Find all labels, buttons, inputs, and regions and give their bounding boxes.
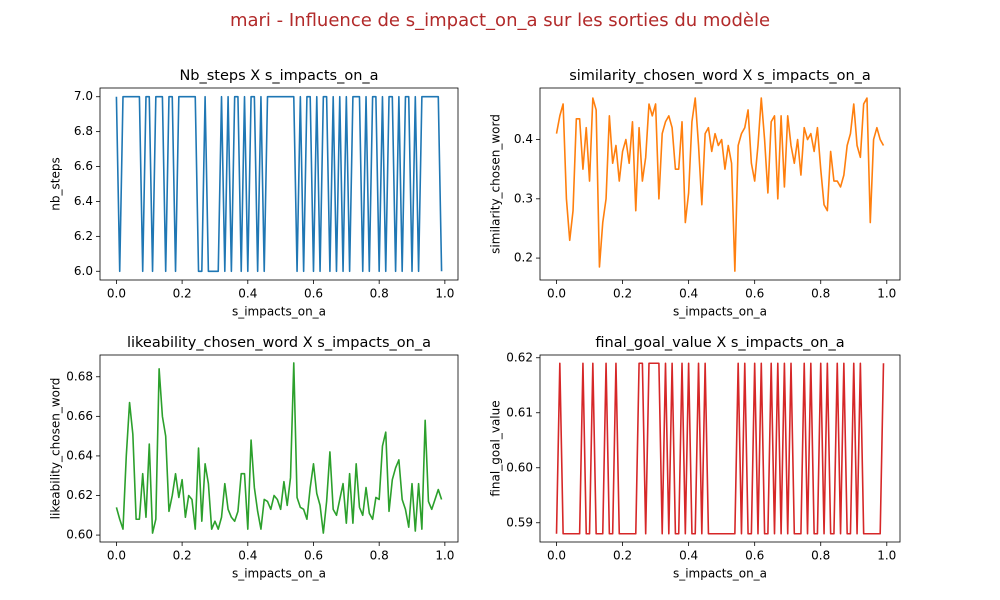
x-tick-label: 0.0 — [107, 287, 126, 301]
axes-frame — [99, 354, 459, 543]
y-tick-label: 6.0 — [74, 264, 93, 278]
x-tick-label: 0.8 — [811, 549, 830, 563]
data-line — [115, 95, 443, 273]
x-tick-label: 0.4 — [679, 287, 698, 301]
y-tick-label: 7.0 — [74, 89, 93, 103]
x-tick-label: 0.4 — [238, 287, 257, 301]
x-tick-label: 0.0 — [547, 549, 566, 563]
data-line — [115, 362, 443, 534]
x-tick-label: 0.4 — [679, 549, 698, 563]
y-axis-label: nb_steps — [49, 157, 63, 210]
y-tick-label: 0.66 — [66, 409, 93, 423]
x-axis-label: s_impacts_on_a — [232, 305, 326, 319]
y-tick-label: 0.62 — [506, 350, 533, 364]
y-tick-label: 0.4 — [514, 132, 533, 146]
x-tick-label: 0.6 — [745, 287, 764, 301]
y-tick-label: 0.3 — [514, 191, 533, 205]
y-tick-label: 6.6 — [74, 159, 93, 173]
subplot-title: final_goal_value X s_impacts_on_a — [595, 335, 844, 351]
x-tick-label: 0.6 — [304, 549, 323, 563]
y-tick-label: 6.8 — [74, 124, 93, 138]
x-tick-label: 1.0 — [435, 287, 454, 301]
y-tick-label: 6.4 — [74, 194, 93, 208]
x-tick-label: 0.0 — [107, 549, 126, 563]
x-tick-label: 0.8 — [370, 549, 389, 563]
y-tick-label: 0.60 — [506, 460, 533, 474]
data-line — [555, 97, 885, 272]
x-tick-label: 1.0 — [877, 549, 896, 563]
x-tick-label: 0.0 — [547, 287, 566, 301]
x-tick-label: 1.0 — [435, 549, 454, 563]
y-tick-label: 0.62 — [66, 488, 93, 502]
axes-frame — [539, 87, 901, 281]
subplot-title: likeability_chosen_word X s_impacts_on_a — [127, 335, 431, 351]
x-tick-label: 0.8 — [811, 287, 830, 301]
axes-frame — [539, 354, 901, 543]
x-tick-label: 0.2 — [173, 549, 192, 563]
y-tick-label: 0.61 — [506, 405, 533, 419]
y-axis-label: likeability_chosen_word — [49, 378, 63, 520]
subplot-title: similarity_chosen_word X s_impacts_on_a — [569, 68, 871, 84]
data-line — [555, 362, 885, 535]
x-axis-label: s_impacts_on_a — [232, 567, 326, 581]
x-tick-label: 0.4 — [238, 549, 257, 563]
y-tick-label: 0.59 — [506, 515, 533, 529]
subplot-title: Nb_steps X s_impacts_on_a — [179, 68, 378, 84]
y-axis-label: final_goal_value — [489, 400, 503, 496]
x-tick-label: 0.2 — [613, 549, 632, 563]
y-tick-label: 0.64 — [66, 448, 93, 462]
x-tick-label: 0.6 — [304, 287, 323, 301]
y-tick-label: 6.2 — [74, 229, 93, 243]
axes-frame — [99, 87, 459, 281]
x-tick-label: 0.2 — [173, 287, 192, 301]
x-tick-label: 0.2 — [613, 287, 632, 301]
x-axis-label: s_impacts_on_a — [673, 567, 767, 581]
x-tick-label: 0.8 — [370, 287, 389, 301]
y-tick-label: 0.60 — [66, 528, 93, 542]
y-tick-label: 0.2 — [514, 251, 533, 265]
x-tick-label: 0.6 — [745, 549, 764, 563]
figure-title: mari - Influence de s_impact_on_a sur le… — [230, 10, 770, 31]
x-axis-label: s_impacts_on_a — [673, 305, 767, 319]
x-tick-label: 1.0 — [877, 287, 896, 301]
y-axis-label: similarity_chosen_word — [489, 114, 503, 254]
y-tick-label: 0.68 — [66, 369, 93, 383]
